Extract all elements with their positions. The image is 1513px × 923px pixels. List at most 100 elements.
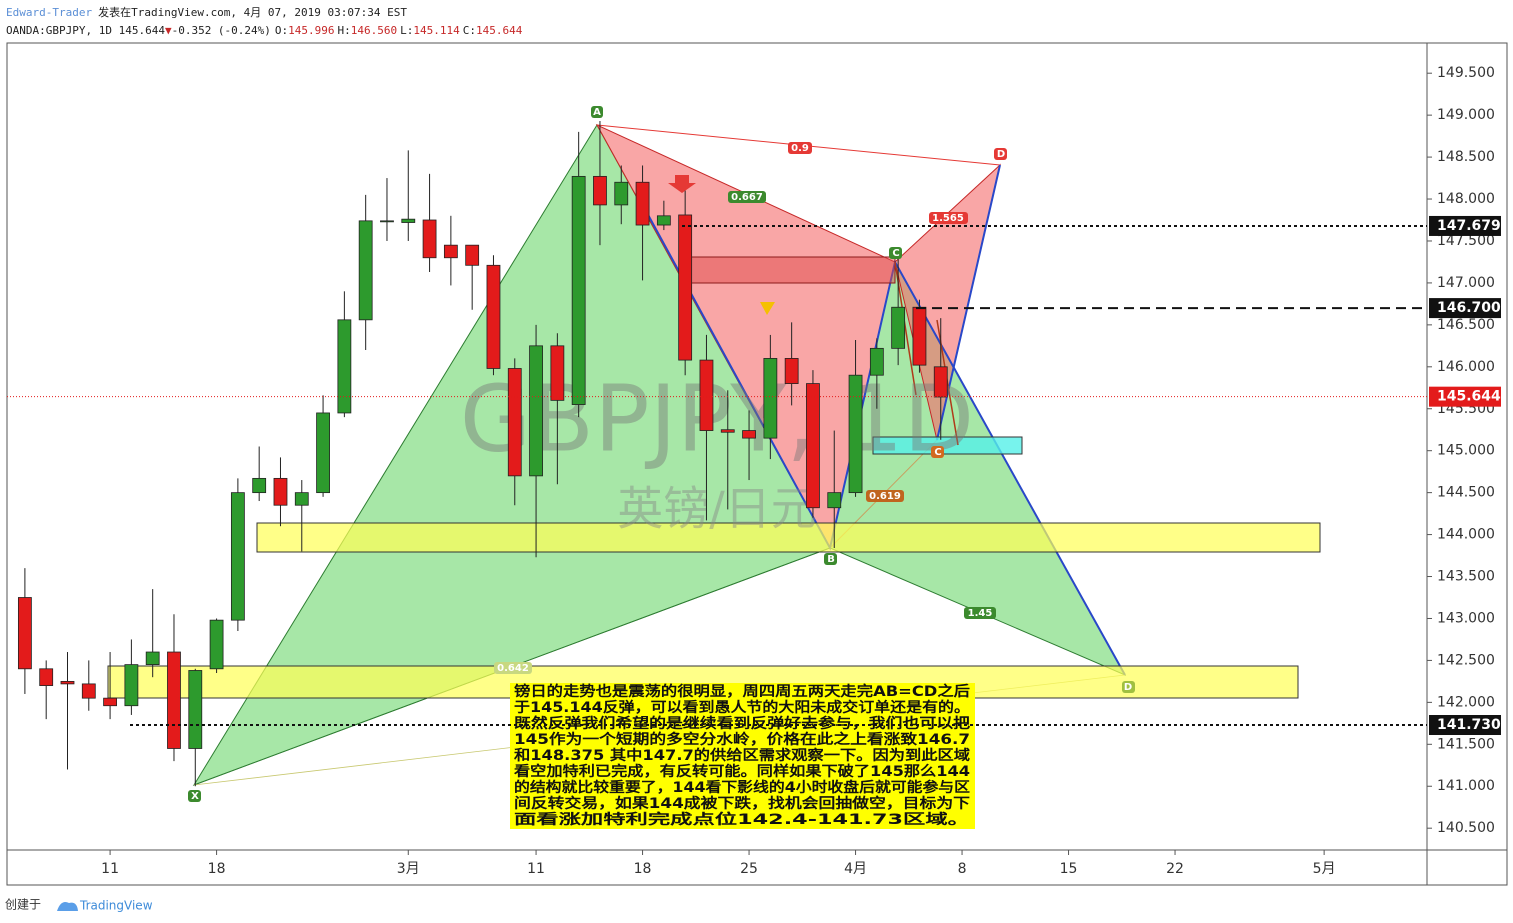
candle-body [358, 220, 373, 321]
support-zone [256, 522, 1321, 553]
footer-brand: TradingView [79, 899, 153, 913]
symbol: OANDA:GBPJPY, 1D 145.644 [6, 24, 165, 37]
y-tick-label: 144.000 [1437, 527, 1495, 543]
y-tick-label: 142.500 [1437, 652, 1495, 668]
tag-bg [929, 212, 968, 224]
candle-body [294, 492, 309, 506]
pattern-label: B [827, 554, 835, 565]
y-tick-label: 149.500 [1437, 65, 1495, 81]
tag-bg [889, 247, 902, 259]
x-tick-label: 4月 [844, 861, 867, 877]
candle-body [891, 306, 906, 349]
candle-body [124, 664, 139, 707]
published: 发表在TradingView.com, 4月 07, 2019 03:07:34… [98, 5, 407, 19]
candle-body [380, 220, 394, 223]
y-tick-label: 140.500 [1437, 820, 1495, 836]
candle-body [699, 359, 714, 431]
y-tick-label: 143.500 [1437, 569, 1495, 585]
logo [57, 902, 78, 911]
tag-bg [866, 490, 904, 502]
candle-body [678, 214, 693, 361]
candle-body [209, 619, 224, 670]
x-tick-label: 18 [208, 861, 226, 877]
ratio: 0.9 [791, 143, 809, 154]
o: 145.996 [288, 24, 334, 37]
y-tick-label: 146.500 [1437, 317, 1495, 333]
candle-body [422, 219, 437, 259]
change: -0.352 (-0.24%) [172, 24, 271, 37]
note-line: 的结构就比较重要了，144看下影线的4小时收盘后就可能参与区 [514, 779, 970, 796]
candle-body [593, 175, 607, 206]
candle-body [912, 306, 927, 366]
y-tick-label: 148.500 [1437, 149, 1495, 165]
price-tag: 146.700 [1437, 300, 1501, 316]
x-tick-label: 18 [634, 861, 652, 877]
note-line: 看空加特利已完成，有反转可能。同样如果下破了145那么144 [513, 763, 970, 780]
candle-body [103, 697, 117, 707]
o-label: O: [275, 24, 288, 37]
h-label: H: [338, 24, 351, 37]
c-label: C: [463, 24, 476, 37]
supply-zone [681, 256, 896, 284]
tag-bg [824, 553, 837, 565]
note-box [510, 683, 975, 829]
l: 145.114 [413, 24, 460, 37]
y-tick-label: 142.000 [1437, 694, 1495, 710]
tag-bg [931, 446, 944, 458]
c: 145.644 [476, 24, 523, 37]
candle-body [337, 319, 352, 414]
pattern-label: A [593, 107, 601, 118]
l-label: L: [400, 24, 413, 37]
candle-body [17, 597, 32, 670]
x-tick-label: 15 [1060, 861, 1078, 877]
last-price-bg [1429, 386, 1501, 407]
pattern-label: C [934, 447, 941, 458]
pattern-label: D [997, 149, 1005, 160]
y-tick-label: 147.500 [1437, 233, 1495, 249]
y-tick-label: 148.000 [1437, 191, 1495, 207]
watermark: GBPJPY, 1D [460, 365, 975, 472]
pattern-label: D [1124, 682, 1132, 693]
candle-body [784, 358, 799, 384]
arrow: ▼ [165, 24, 172, 37]
pattern-label: X [191, 791, 199, 802]
tag-bg [964, 607, 996, 619]
candle-body [39, 668, 54, 686]
y-tick-label: 141.000 [1437, 778, 1495, 794]
y-tick-label: 147.000 [1437, 275, 1495, 291]
pattern-tags: A D C C B X D 0.9 0.667 1.565 0.619 1.45… [188, 106, 1135, 802]
ohlc-header: OANDA:GBPJPY, 1D 145.644▼-0.352 (-0.24%)… [6, 24, 523, 37]
zone [872, 436, 1023, 455]
y-tick-label: 146.000 [1437, 359, 1495, 375]
ratio: 0.642 [497, 663, 529, 674]
h: 146.560 [351, 24, 397, 37]
price-tag: 141.730 [1437, 717, 1501, 733]
candle-body [230, 492, 245, 621]
candle-body [443, 244, 458, 259]
candle-body [529, 345, 543, 477]
candle-body [81, 683, 96, 699]
y-tick-label: 144.500 [1437, 485, 1495, 501]
candle-body [60, 680, 75, 685]
x-tick-label: 22 [1166, 861, 1184, 877]
x-tick-label: 11 [101, 861, 119, 877]
sell-arrow [668, 175, 696, 193]
pattern-label: C [892, 248, 899, 259]
ratio: 0.667 [731, 192, 763, 203]
y-tick-label: 149.000 [1437, 107, 1495, 123]
candle-body [933, 366, 948, 398]
header: Edward-Trader 发表在TradingView.com, 4月 07, … [6, 5, 407, 19]
candles [17, 121, 948, 787]
abcd-line [639, 199, 1126, 676]
y-tick-label: 145.000 [1437, 443, 1495, 459]
tag-bg [591, 106, 603, 118]
tag-bg [728, 191, 766, 203]
candle-body [486, 264, 501, 369]
candle-body [806, 383, 820, 509]
x-tick-label: 3月 [397, 861, 420, 877]
candle-body [571, 175, 586, 405]
frame [6, 42, 1508, 886]
candle-body [720, 429, 735, 433]
x-tick-label: 5月 [1313, 861, 1336, 877]
